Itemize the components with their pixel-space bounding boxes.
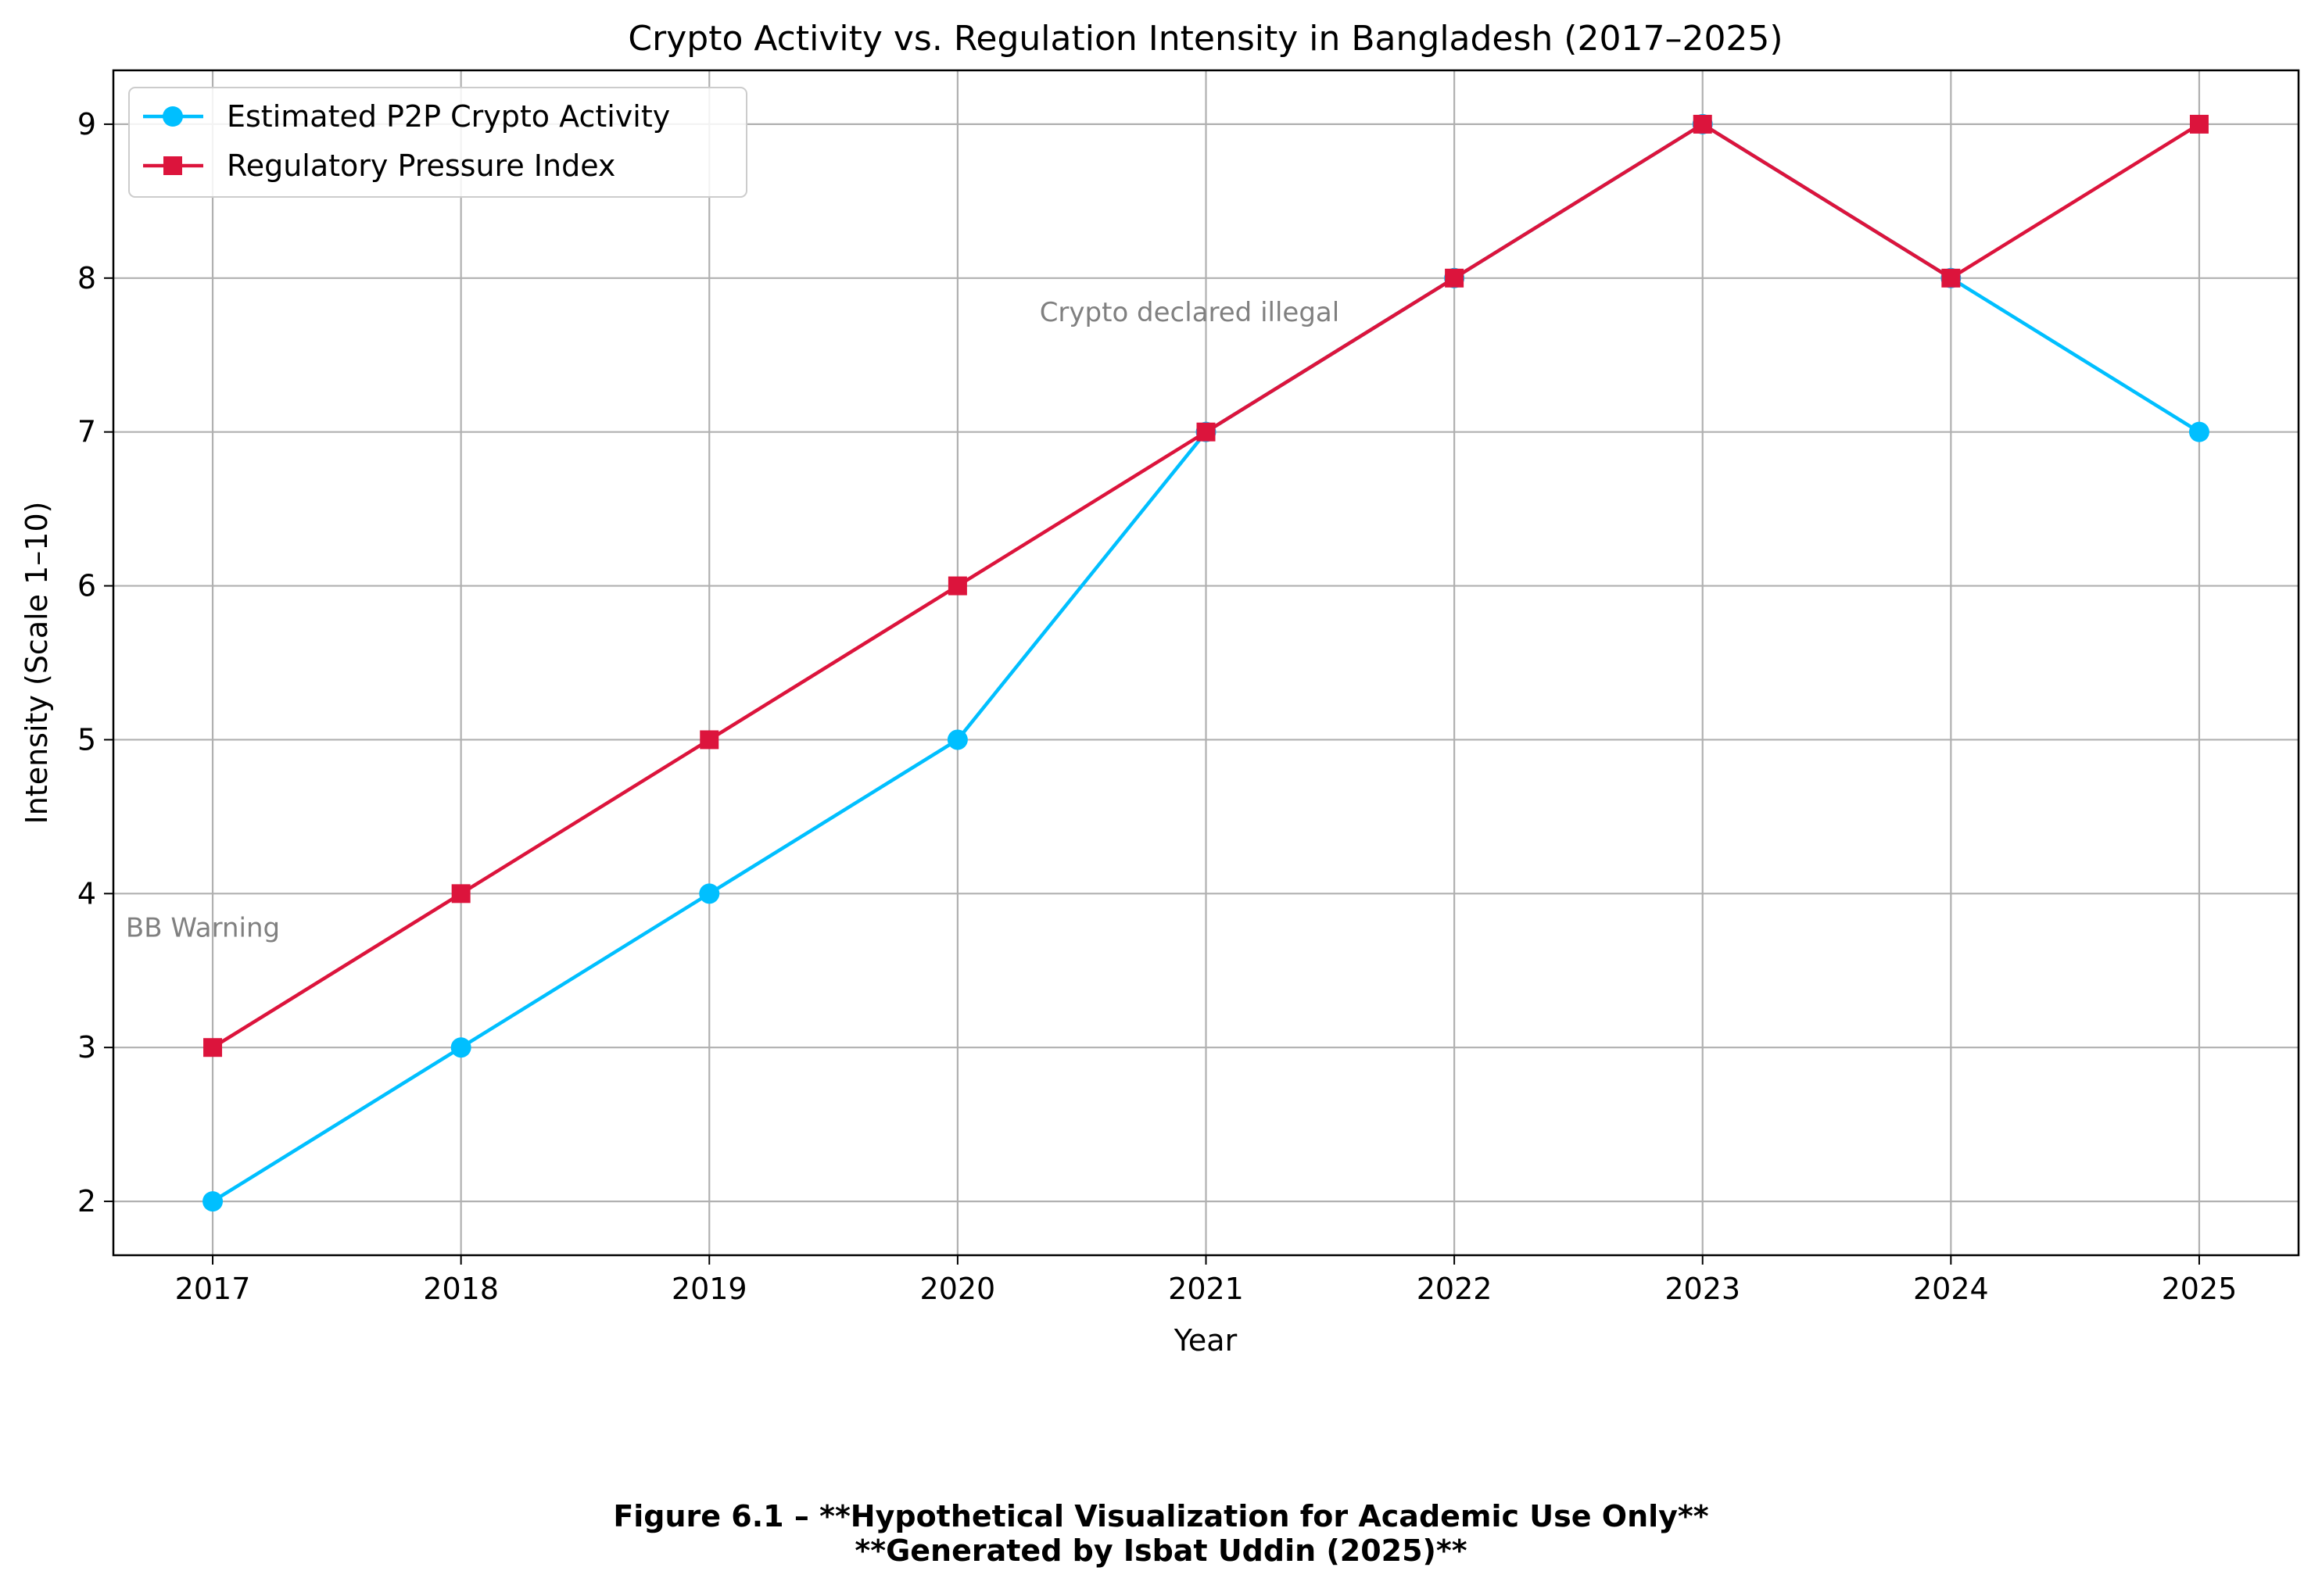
data-point [450,1037,471,1058]
x-tick-label: 2019 [672,1272,747,1306]
legend-item: Regulatory Pressure Index [143,149,615,183]
data-point [203,1038,223,1057]
plot-frame [112,69,2300,1257]
x-tick-label: 2022 [1417,1272,1492,1306]
y-tick-label: 3 [77,1030,96,1065]
data-point [1196,422,1216,442]
x-axis-label: Year [1174,1323,1238,1358]
figure-caption: Figure 6.1 – **Hypothetical Visualizatio… [0,1499,2322,1568]
data-point [1941,268,1961,288]
data-point [1693,114,1712,134]
data-point [2189,114,2209,134]
data-point [1445,268,1464,288]
x-tick-label: 2023 [1664,1272,1740,1306]
chart-title: Crypto Activity vs. Regulation Intensity… [628,19,1783,59]
data-point [451,884,471,904]
legend-label: Regulatory Pressure Index [227,149,615,183]
y-tick-label: 4 [77,876,96,911]
x-tick-label: 2017 [175,1272,251,1306]
y-tick-label: 8 [77,261,96,295]
data-point [202,1191,224,1212]
plot-series [202,113,2209,1212]
annotation-label: Crypto declared illegal [1040,297,1340,328]
data-point [699,883,720,904]
annotations: BB Warning Crypto declared illegal [126,297,1339,944]
y-axis-label: Intensity (Scale 1–10) [20,502,54,825]
data-point [948,576,967,596]
data-point [947,729,968,750]
y-tick-label: 7 [77,415,96,449]
annotation-label: BB Warning [126,912,280,943]
y-tick-label: 9 [77,107,96,141]
x-tick-label: 2025 [2162,1272,2238,1306]
x-tick-label: 2024 [1913,1272,1989,1306]
legend-marker [163,156,182,175]
x-tick-label: 2018 [423,1272,499,1306]
series-2 [203,114,2209,1057]
legend-item: Estimated P2P Crypto Activity [143,99,670,134]
y-tick-label: 5 [77,722,96,757]
y-tick-label: 6 [77,569,96,603]
grid [113,70,2299,1255]
legend-marker [163,106,183,127]
caption-line-2: **Generated by Isbat Uddin (2025)** [855,1533,1467,1568]
x-tick-label: 2020 [920,1272,996,1306]
data-point [700,730,719,750]
legend: Estimated P2P Crypto Activity Regulatory … [128,87,747,198]
y-tick-label: 2 [77,1184,96,1218]
data-point [2188,421,2209,442]
x-tick-label: 2021 [1168,1272,1244,1306]
axis-ticks: 2017 2018 2019 2020 2021 2022 2023 2024 2025 2 3 4 5… [77,107,2238,1306]
legend-label: Estimated P2P Crypto Activity [227,99,670,134]
legend-box [128,87,747,198]
caption-line-1: Figure 6.1 – **Hypothetical Visualizatio… [613,1499,1709,1533]
